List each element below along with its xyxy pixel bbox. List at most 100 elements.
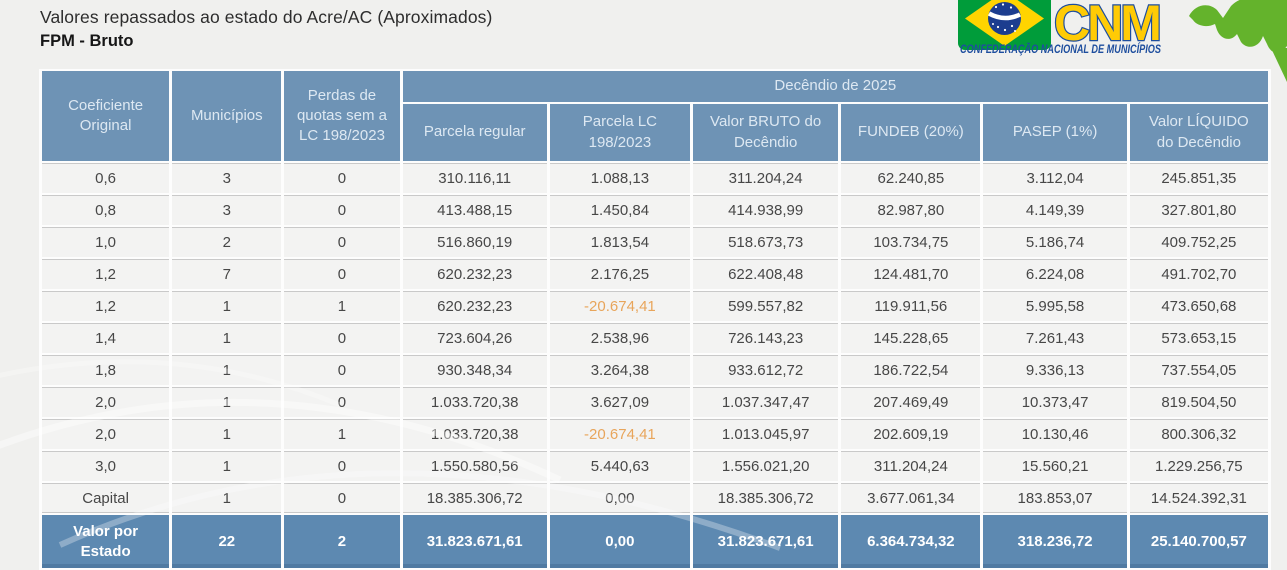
table-cell: Capital: [42, 483, 170, 513]
table-row: 0,6 3 0 310.116,11 1.088,13 311.204,24 62.240,…: [42, 163, 1268, 193]
table-cell: 0: [284, 259, 400, 289]
total-parcela-regular: 31.823.671,61: [402, 515, 547, 568]
table-cell: 3.677.061,34: [841, 483, 981, 513]
table-cell: 145.228,65: [841, 323, 981, 353]
table-cell: 245.851,35: [1129, 163, 1268, 193]
table-cell: 10.130,46: [983, 419, 1127, 449]
fpm-table: Coeficiente Original Municípios Perdas d…: [39, 69, 1271, 570]
col-header-parcela-regular: Parcela regular: [402, 104, 547, 161]
table-cell: 18.385.306,72: [693, 483, 839, 513]
table-cell: 9.336,13: [983, 355, 1127, 385]
table-cell: 327.801,80: [1129, 195, 1268, 225]
table-cell: 573.653,15: [1129, 323, 1268, 353]
table-cell: 311.204,24: [693, 163, 839, 193]
table-cell: 620.232,23: [402, 291, 547, 321]
table-cell: 622.408,48: [693, 259, 839, 289]
table-cell: 1: [172, 387, 282, 417]
table-cell: 599.557,82: [693, 291, 839, 321]
cnm-acronym: CNM: [1054, 0, 1159, 51]
table-cell: 0: [284, 387, 400, 417]
table-cell: 5.440,63: [549, 451, 691, 481]
table-cell: 0: [284, 195, 400, 225]
page-header: Valores repassados ao estado do Acre/AC …: [0, 0, 1287, 82]
total-perdas: 2: [284, 515, 400, 568]
table-row: 1,2 1 1 620.232,23 -20.674,41 599.557,82 119.9…: [42, 291, 1268, 321]
table-cell: 2,0: [42, 387, 170, 417]
table-cell: 0,00: [549, 483, 691, 513]
table-cell: 124.481,70: [841, 259, 981, 289]
table-cell: 0,8: [42, 195, 170, 225]
total-row: Valor por Estado 22 2 31.823.671,61 0,00…: [42, 515, 1268, 568]
cnm-logo: CNM CONFEDERAÇÃO NACIONAL DE MUNICÍPIOS: [958, 0, 1163, 56]
table-body: 0,6 3 0 310.116,11 1.088,13 311.204,24 62.240,…: [42, 163, 1268, 513]
table-cell: 186.722,54: [841, 355, 981, 385]
table-cell: 2.538,96: [549, 323, 691, 353]
brazil-flag-icon: [958, 0, 1051, 50]
table-cell: 0: [284, 451, 400, 481]
table-cell: -20.674,41: [549, 291, 691, 321]
table-cell: 414.938,99: [693, 195, 839, 225]
table-row: 1,0 2 0 516.860,19 1.813,54 518.673,73 103.734…: [42, 227, 1268, 257]
table-row: 1,2 7 0 620.232,23 2.176,25 622.408,48 124.481…: [42, 259, 1268, 289]
table-cell: 15.560,21: [983, 451, 1127, 481]
col-header-fundeb: FUNDEB (20%): [841, 104, 981, 161]
table-cell: 1.813,54: [549, 227, 691, 257]
table-cell: 620.232,23: [402, 259, 547, 289]
table-cell: 2: [172, 227, 282, 257]
table-cell: 1,8: [42, 355, 170, 385]
table-cell: 4.149,39: [983, 195, 1127, 225]
table-cell: 1.229.256,75: [1129, 451, 1268, 481]
page-subtitle: FPM - Bruto: [40, 32, 134, 50]
table-cell: 0,6: [42, 163, 170, 193]
table-cell: 6.224,08: [983, 259, 1127, 289]
table-cell: 5.995,58: [983, 291, 1127, 321]
table-header: Coeficiente Original Municípios Perdas d…: [42, 71, 1268, 161]
col-header-parcela-lc: Parcela LC 198/2023: [549, 104, 691, 161]
col-group-decendio-2025: Decêndio de 2025: [402, 71, 1268, 102]
col-header-pasep: PASEP (1%): [983, 104, 1127, 161]
table-row: Capital 1 0 18.385.306,72 0,00 18.385.306,72 3…: [42, 483, 1268, 513]
table-cell: 933.612,72: [693, 355, 839, 385]
total-valor-bruto: 31.823.671,61: [693, 515, 839, 568]
table-cell: 2,0: [42, 419, 170, 449]
table-cell: 3.627,09: [549, 387, 691, 417]
table-row: 2,0 1 0 1.033.720,38 3.627,09 1.037.347,47 207…: [42, 387, 1268, 417]
table-cell: 518.673,73: [693, 227, 839, 257]
col-header-valor-bruto: Valor BRUTO do Decêndio: [693, 104, 839, 161]
table-cell: 0: [284, 483, 400, 513]
table-cell: 726.143,23: [693, 323, 839, 353]
table-cell: 1: [172, 355, 282, 385]
col-header-municipios: Municípios: [172, 71, 282, 161]
table-row: 1,8 1 0 930.348,34 3.264,38 933.612,72 186.722…: [42, 355, 1268, 385]
table-cell: 3.112,04: [983, 163, 1127, 193]
table-cell: 1.450,84: [549, 195, 691, 225]
total-fundeb: 6.364.734,32: [841, 515, 981, 568]
table-cell: 1,2: [42, 259, 170, 289]
table-cell: 723.604,26: [402, 323, 547, 353]
table-cell: -20.674,41: [549, 419, 691, 449]
table-cell: 1: [284, 291, 400, 321]
table-row: 2,0 1 1 1.033.720,38 -20.674,41 1.013.045,97 2…: [42, 419, 1268, 449]
table-footer: Valor por Estado 22 2 31.823.671,61 0,00…: [42, 515, 1268, 568]
table-cell: 1: [172, 323, 282, 353]
table-cell: 5.186,74: [983, 227, 1127, 257]
table-cell: 1: [172, 451, 282, 481]
table-cell: 3,0: [42, 451, 170, 481]
table-cell: 3.264,38: [549, 355, 691, 385]
cnm-tagline: CONFEDERAÇÃO NACIONAL DE MUNICÍPIOS: [960, 41, 1161, 56]
table-cell: 1: [172, 419, 282, 449]
table-cell: 1.088,13: [549, 163, 691, 193]
table-cell: 1.033.720,38: [402, 387, 547, 417]
table-cell: 207.469,49: [841, 387, 981, 417]
table-cell: 409.752,25: [1129, 227, 1268, 257]
table-cell: 0: [284, 355, 400, 385]
table-cell: 1,0: [42, 227, 170, 257]
total-valor-liquido: 25.140.700,57: [1129, 515, 1268, 568]
table-cell: 7.261,43: [983, 323, 1127, 353]
table-cell: 819.504,50: [1129, 387, 1268, 417]
col-header-perdas-quotas: Perdas de quotas sem a LC 198/2023: [284, 71, 400, 161]
col-header-coeficiente-original: Coeficiente Original: [42, 71, 170, 161]
table-row: 0,8 3 0 413.488,15 1.450,84 414.938,99 82.987,…: [42, 195, 1268, 225]
table-cell: 0: [284, 323, 400, 353]
